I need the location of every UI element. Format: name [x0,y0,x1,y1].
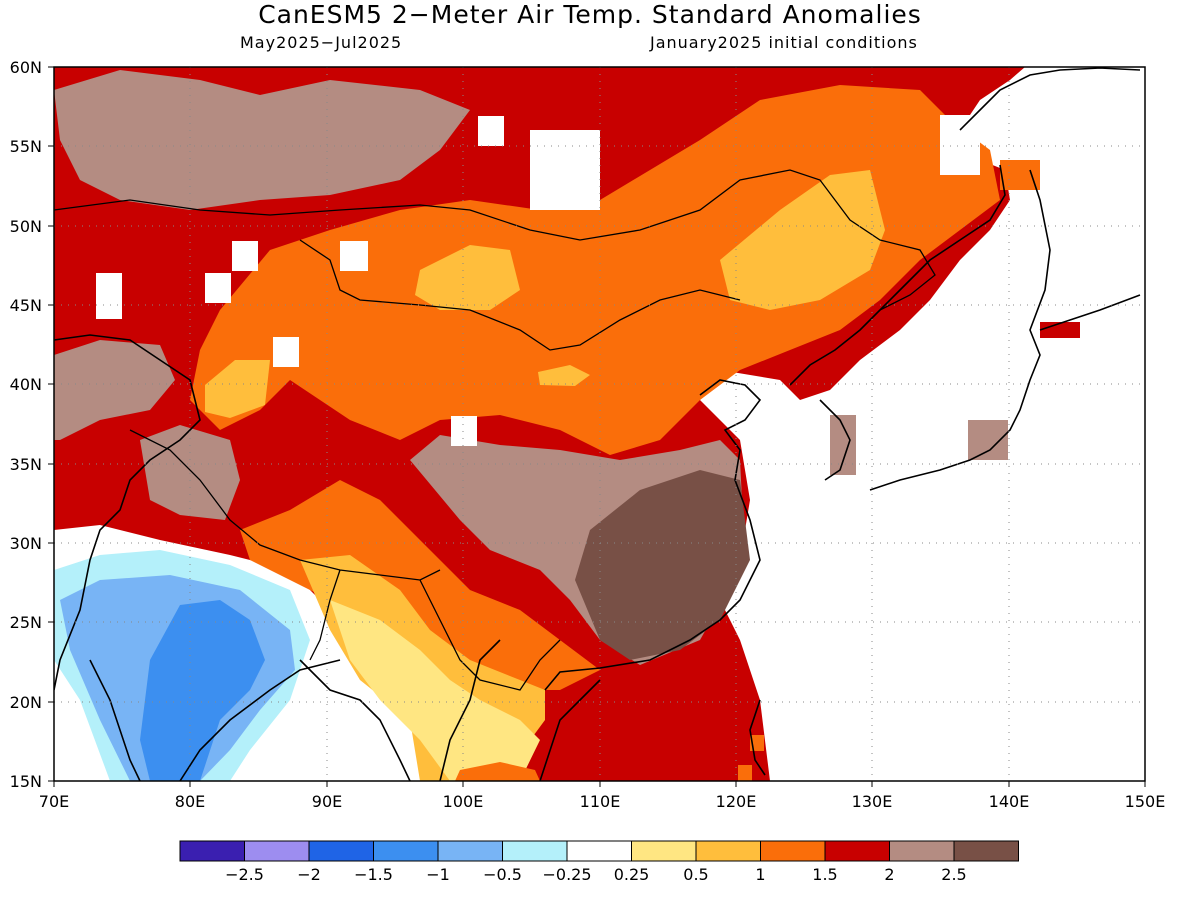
legend-label: −1 [426,865,450,884]
lat-label-35n: 35N [10,455,42,474]
legend-swatch [760,840,826,862]
field-ocean-white [700,67,1145,781]
lat-label-30n: 30N [10,534,42,553]
legend-label: 2.5 [941,865,966,884]
lat-label-50n: 50N [10,217,42,236]
lake-mask-6 [273,337,299,367]
coast-mask [940,115,980,175]
lake-baikal-mask [530,130,600,210]
field-yellow-small [538,365,590,386]
legend-swatch [308,840,374,862]
lake-mask-3 [232,241,258,271]
lake-mask-2 [340,241,368,271]
map-title: CanESM5 2−Meter Air Temp. Standard Anoma… [258,0,922,29]
legend-label: 0.25 [614,865,650,884]
borders [54,169,936,691]
lat-label-55n: 55N [10,137,42,156]
lat-label-45n: 45N [10,296,42,315]
lon-label-150e: 150E [1125,792,1166,811]
lat-label-40n: 40N [10,375,42,394]
legend-swatch [695,840,761,862]
field-siberia-brown [54,70,470,210]
lake-mask-5 [96,273,122,319]
legend-swatch [244,840,310,862]
lon-label-90e: 90E [312,792,342,811]
field-tibet-brown [140,425,240,520]
axis-ticks [48,66,1146,787]
legend-label: −1.5 [354,865,393,884]
lat-label-20n: 20N [10,693,42,712]
color-legend: −2.5 −2 −1.5 −1 −0.5 −0.25 0.25 0.5 1 1.5 2 2.5 [179,840,1019,884]
legend-swatch [824,840,890,862]
field-orange-central [190,85,1000,455]
field-yellow-west [205,360,270,418]
legend-swatch [179,840,245,862]
field-orange-south [240,480,600,690]
legend-swatch [566,840,632,862]
lon-label-120e: 120E [716,792,757,811]
field-japan-brown [968,420,1008,460]
lon-label-70e: 70E [39,792,69,811]
coastlines [54,67,1141,781]
legend-swatch [889,840,955,862]
lon-label-80e: 80E [175,792,205,811]
initial-conditions: January2025 initial conditions [650,33,918,52]
legend-label: −0.5 [483,865,522,884]
legend-label: 1 [755,865,765,884]
field-yellow-east [720,170,885,310]
lat-axis: 60N 55N 50N 45N 40N 35N 30N 25N 20N 15N [10,58,42,791]
field-blue [140,600,265,781]
lake-mask-7 [451,416,477,446]
field-yellow-mongolia [415,245,520,310]
lake-mask-4 [205,273,231,303]
field-korea-brown [830,415,856,475]
legend-label: −2.5 [225,865,264,884]
lat-label-60n: 60N [10,58,42,77]
legend-label: 0.5 [683,865,708,884]
lat-label-25n: 25N [10,613,42,632]
legend-label: −0.25 [542,865,591,884]
field-taiwan-orange-2 [738,765,752,781]
field-dark-brown [575,470,750,660]
legend-swatch [437,840,503,862]
legend-swatch [502,840,568,862]
gridlines [54,67,1145,781]
lake-mask-1 [478,116,504,146]
lon-axis: 70E 80E 90E 100E 110E 120E 130E 140E 150… [39,792,1166,811]
lon-label-100e: 100E [443,792,484,811]
lon-label-130e: 130E [852,792,893,811]
legend-label: 1.5 [812,865,837,884]
forecast-period: May2025−Jul2025 [240,33,403,52]
lat-label-15n: 15N [10,772,42,791]
field-hokkaido-red [1040,322,1080,338]
field-sakhalin-orange [1000,160,1040,190]
field-orange-indochina [455,762,540,781]
lon-label-110e: 110E [580,792,621,811]
legend-swatch [373,840,439,862]
legend-label: 2 [884,865,894,884]
anomaly-fields [54,67,1145,781]
field-lightyellow-south [330,600,540,781]
lon-label-140e: 140E [989,792,1030,811]
legend-swatch [631,840,697,862]
legend-label: −2 [297,865,321,884]
field-west-brown [54,340,175,440]
legend-swatch [953,840,1019,862]
